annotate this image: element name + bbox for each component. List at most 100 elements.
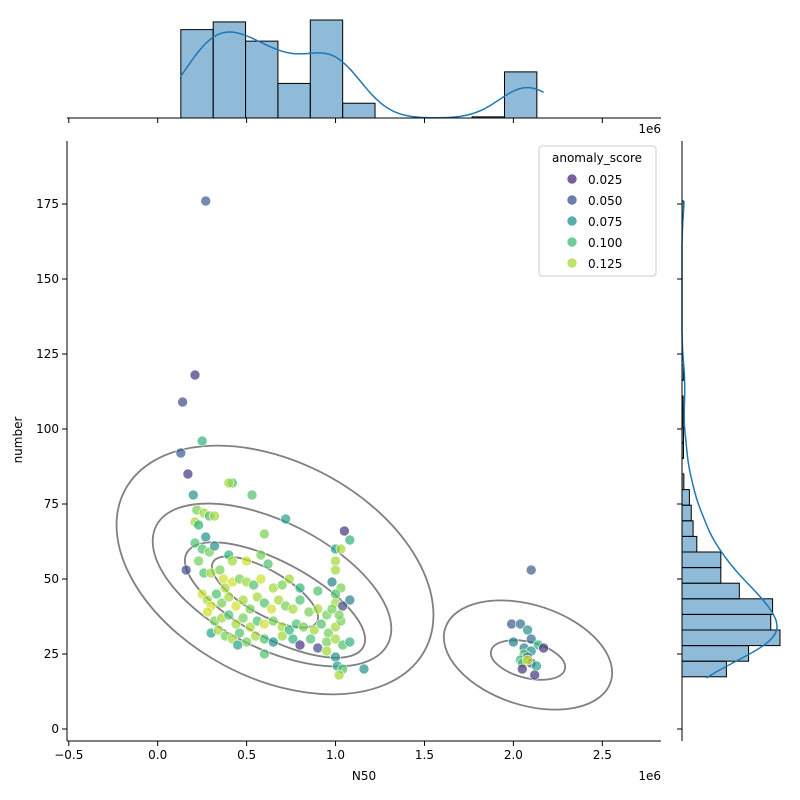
scatter-point xyxy=(244,603,256,615)
scatter-point xyxy=(330,555,341,567)
legend-marker xyxy=(566,194,578,206)
scatter-point xyxy=(244,621,256,633)
scatter-point xyxy=(223,609,235,621)
scatter-point xyxy=(241,555,252,567)
scatter-point xyxy=(335,543,347,555)
scatter-point xyxy=(333,609,345,621)
scatter-point xyxy=(189,537,201,549)
scatter-point xyxy=(255,549,267,561)
scatter-point xyxy=(259,528,270,540)
kde-contours xyxy=(115,444,614,711)
histogram-bar xyxy=(681,520,694,537)
scatter-point xyxy=(175,447,187,459)
scatter-point xyxy=(280,513,292,525)
scatter-point xyxy=(259,597,270,609)
scatter-point xyxy=(315,618,327,630)
scatter-point xyxy=(246,489,258,501)
top-marginal-histogram xyxy=(180,19,544,119)
histogram-bar xyxy=(342,102,376,119)
histogram-bar xyxy=(681,489,690,506)
scatter-point xyxy=(287,633,299,645)
histogram-bar xyxy=(681,660,727,678)
main-axes: −0.5 0.0 0.5 1.0 1.5 2.0 2.5 0 25 50 75 100 125 150 17… xyxy=(36,117,683,762)
scatter-point xyxy=(259,648,270,660)
legend: anomaly_score 0.025 0.050 0.075 0.100 0.125 xyxy=(538,145,657,277)
scatter-point xyxy=(287,603,299,615)
scatter-point xyxy=(525,564,537,576)
scatter-point xyxy=(232,639,243,651)
scatter-point xyxy=(303,606,315,618)
scatter-point xyxy=(180,564,192,576)
top-hist-offset-label: 1e6 xyxy=(638,122,661,136)
x-axis-label: N50 xyxy=(352,769,376,783)
scatter-point xyxy=(248,579,259,591)
scatter-point xyxy=(312,603,324,615)
scatter-point xyxy=(267,582,279,594)
y-axis-label: number xyxy=(11,417,25,464)
scatter-point xyxy=(308,624,320,636)
scatter-point xyxy=(531,660,542,672)
x-tick-label: 2.0 xyxy=(504,748,523,762)
y-tick-label: 25 xyxy=(44,647,59,661)
scatter-point xyxy=(250,630,261,642)
legend-marker xyxy=(566,173,578,185)
kde-contour-level xyxy=(115,444,435,696)
legend-marker xyxy=(566,257,578,269)
scatter-point xyxy=(251,591,263,603)
scatter-point xyxy=(515,618,526,630)
scatter-point xyxy=(529,669,541,681)
right-marginal-histogram xyxy=(681,200,781,679)
scatter-point xyxy=(200,195,211,207)
scatter-point xyxy=(344,636,356,648)
kde-curve xyxy=(180,31,544,119)
x-tick-label: 0.0 xyxy=(148,748,167,762)
scatter-point xyxy=(522,624,533,636)
scatter-point xyxy=(267,615,279,627)
scatter-point xyxy=(516,663,528,675)
scatter-point xyxy=(276,579,288,591)
scatter-point xyxy=(259,633,270,645)
histogram-bar xyxy=(503,71,538,119)
scatter-point xyxy=(267,636,279,648)
histogram-bar xyxy=(245,40,279,119)
scatter-point xyxy=(283,573,295,585)
scatter-point xyxy=(209,510,220,522)
histogram-bar xyxy=(681,645,750,662)
y-tick-label: 50 xyxy=(44,572,59,586)
scatter-point xyxy=(358,663,370,675)
scatter-point xyxy=(200,531,211,543)
histogram-bar xyxy=(681,598,774,615)
legend-marker xyxy=(566,215,578,227)
histogram-bar xyxy=(681,582,740,600)
scatter-point xyxy=(283,624,295,636)
scatter-point xyxy=(234,627,245,639)
legend-marker xyxy=(566,236,578,248)
scatter-point xyxy=(237,594,249,606)
scatter-point xyxy=(216,597,227,609)
scatter-point xyxy=(196,435,208,447)
scatter-point xyxy=(212,624,224,636)
scatter-point xyxy=(312,642,324,654)
legend-label: 0.075 xyxy=(588,215,622,229)
scatter-point xyxy=(294,594,306,606)
scatter-point xyxy=(337,600,349,612)
scatter-point xyxy=(305,633,316,645)
scatter-point xyxy=(506,618,517,630)
scatter-point xyxy=(330,588,341,600)
scatter-point xyxy=(339,525,350,537)
kde-contour-level xyxy=(442,599,614,711)
histogram-bar xyxy=(681,551,722,569)
scatter-point xyxy=(266,603,277,615)
y-tick-label: 0 xyxy=(51,722,59,736)
scatter-point xyxy=(230,618,242,630)
scatter-point xyxy=(220,582,231,594)
scatter-point xyxy=(294,582,306,594)
histogram-bar xyxy=(681,567,722,584)
y-tick-label: 175 xyxy=(36,197,59,211)
scatter-point xyxy=(262,558,274,570)
scatter-point xyxy=(294,639,306,651)
y-tick-label: 150 xyxy=(36,272,59,286)
x-tick-label: 1.0 xyxy=(326,748,345,762)
x-tick-label: 0.5 xyxy=(237,748,256,762)
scatter-point xyxy=(344,594,356,606)
